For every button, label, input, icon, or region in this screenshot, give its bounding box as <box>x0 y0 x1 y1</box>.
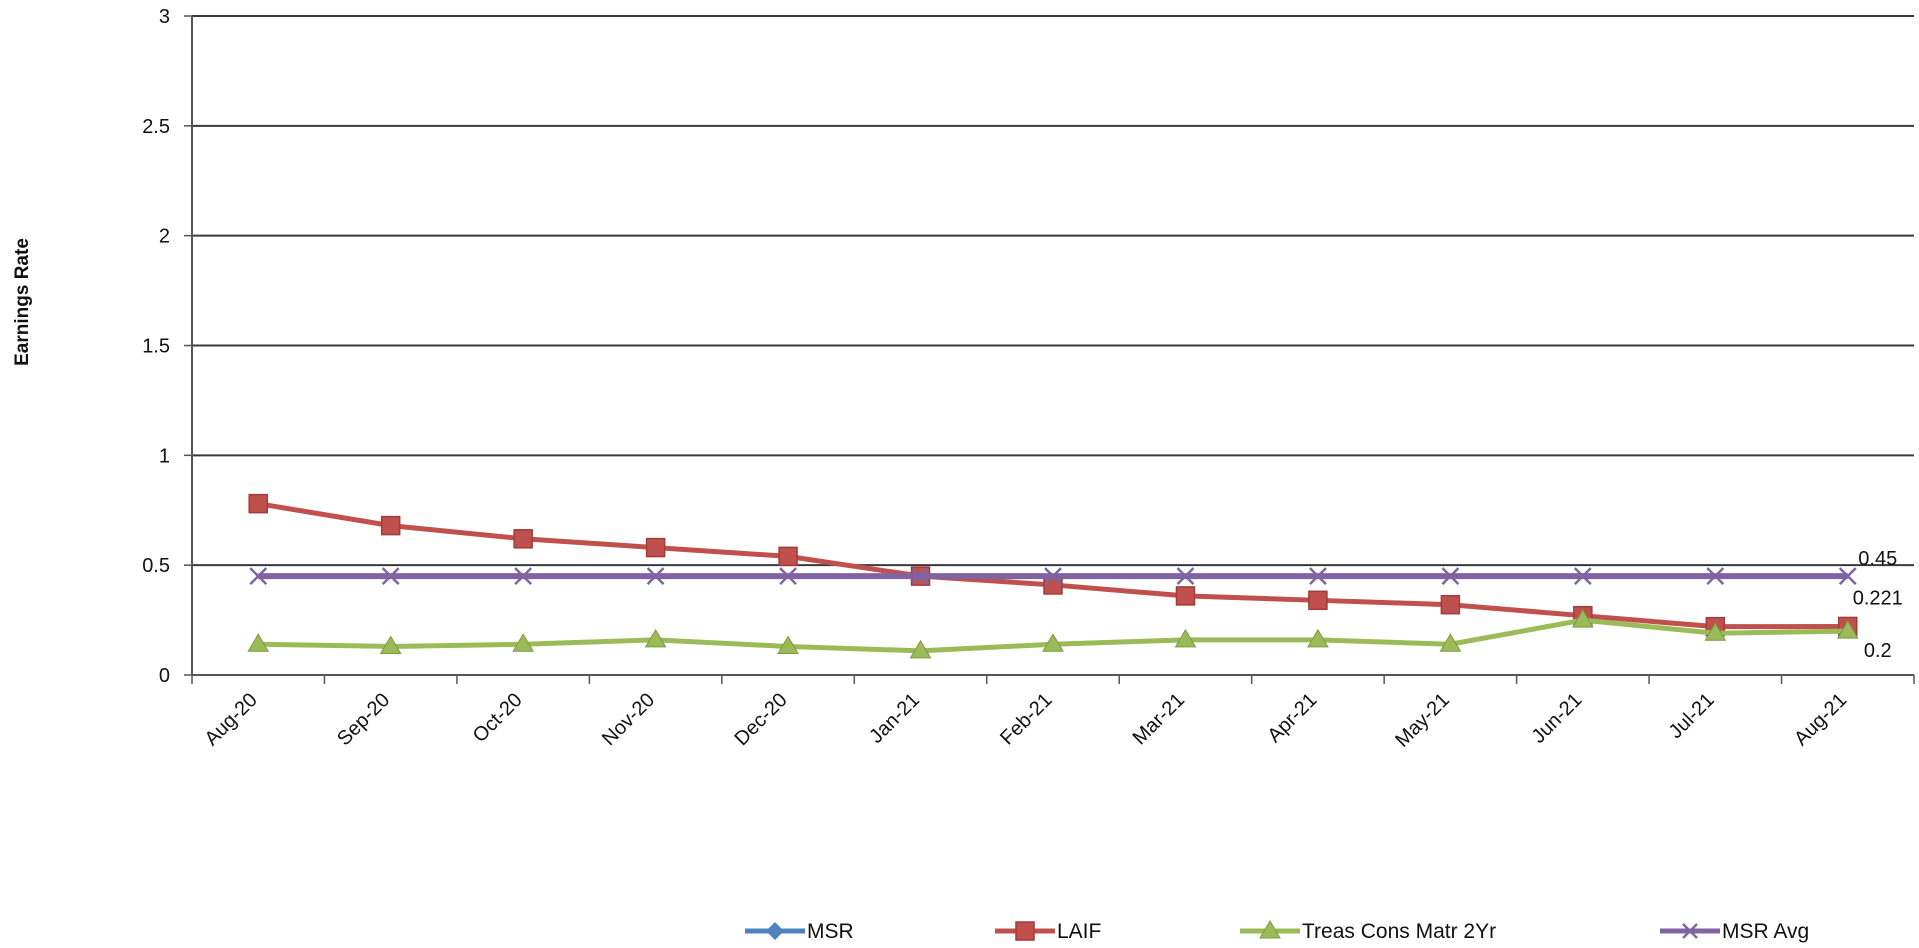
marker-stroke <box>1044 567 1062 586</box>
marker-stroke <box>1441 567 1460 586</box>
data-point-msr-avg <box>1441 567 1460 586</box>
data-point-msr-avg <box>779 567 797 586</box>
data-point-msr-avg <box>646 567 665 586</box>
legend-swatch-marker <box>1682 923 1698 939</box>
marker-stroke <box>779 567 797 586</box>
data-point-treas-cons-matr-2yr <box>1571 609 1594 628</box>
x-tick-label: Oct-20 <box>469 689 527 747</box>
data-point-treas-cons-matr-2yr <box>909 639 932 659</box>
series-treas-cons-matr-2yr <box>247 609 1859 659</box>
x-tick-label: Jan-21 <box>865 689 924 748</box>
legend-swatch-marker <box>1015 921 1035 941</box>
x-tick-label: Aug-20 <box>201 689 262 750</box>
x-tick-label: Dec-20 <box>730 689 791 750</box>
data-point-treas-cons-matr-2yr <box>1174 628 1197 648</box>
marker-stroke <box>1706 567 1725 586</box>
legend-label: MSR <box>807 920 854 943</box>
data-point-msr-avg <box>514 567 533 586</box>
gridlines <box>192 15 1914 567</box>
data-point-msr-avg <box>1176 567 1195 586</box>
data-point-msr-avg <box>1309 567 1327 586</box>
x-tick-label: Feb-21 <box>996 689 1056 749</box>
data-point-laif <box>513 529 533 549</box>
data-point-treas-cons-matr-2yr <box>1704 622 1727 641</box>
data-point-treas-cons-matr-2yr <box>644 628 667 648</box>
x-tick-label: Jun-21 <box>1528 689 1587 748</box>
marker-stroke <box>911 567 930 586</box>
y-axis-title: Earnings Rate <box>12 238 33 366</box>
y-tick-label: 1.5 <box>142 336 170 358</box>
legend-swatch-marker <box>1259 920 1281 939</box>
data-point-msr-avg <box>1573 567 1592 586</box>
legend-item-msr: MSR <box>745 920 854 943</box>
legend-item-treas-cons-matr-2yr: Treas Cons Matr 2Yr <box>1240 920 1496 943</box>
marker-stroke <box>1309 567 1327 586</box>
y-tick-label: 3 <box>159 6 170 28</box>
x-tick-label: Jul-21 <box>1665 689 1719 743</box>
x-tick-label: May-21 <box>1391 689 1454 752</box>
data-point-treas-cons-matr-2yr <box>247 633 270 652</box>
data-point-msr-avg <box>249 567 268 586</box>
x-tick-label: Sep-20 <box>333 689 394 750</box>
marker-stroke <box>646 567 665 586</box>
x-tick-label: Mar-21 <box>1129 689 1189 749</box>
y-tick-label: 2.5 <box>142 116 170 138</box>
data-point-laif <box>1440 594 1461 615</box>
data-label: 0.45 <box>1858 548 1897 570</box>
marker-stroke <box>381 567 400 586</box>
data-point-treas-cons-matr-2yr <box>777 635 799 654</box>
data-point-laif <box>778 546 798 567</box>
marker-stroke <box>1682 923 1698 939</box>
data-point-laif <box>380 515 401 536</box>
data-point-laif <box>248 493 268 514</box>
data-point-laif <box>645 537 666 558</box>
legend-item-laif: LAIF <box>995 920 1101 943</box>
marker-stroke <box>1573 567 1592 586</box>
data-point-msr-avg <box>911 567 930 586</box>
data-point-msr-avg <box>1044 567 1062 586</box>
marker-stroke <box>1176 567 1195 586</box>
axes: 0 0.5 1 1.5 2 2.5 3 Aug-20 Sep-20 Oct-20 Nov-20 Dec… <box>142 6 1915 752</box>
data-point-treas-cons-matr-2yr <box>1307 628 1329 648</box>
marker-stroke <box>249 567 268 586</box>
legend-item-msr-avg: MSR Avg <box>1660 920 1809 943</box>
data-point-laif <box>1308 590 1328 611</box>
data-point-treas-cons-matr-2yr <box>1439 633 1462 652</box>
data-labels: 0.45 0.221 0.2 <box>1853 548 1903 662</box>
y-tick-label: 0 <box>159 665 170 687</box>
data-point-treas-cons-matr-2yr <box>512 633 535 652</box>
series-msr-avg <box>249 567 1857 586</box>
legend-label: MSR Avg <box>1722 920 1809 943</box>
data-point-treas-cons-matr-2yr <box>379 635 402 654</box>
marker-stroke <box>514 567 533 586</box>
data-point-treas-cons-matr-2yr <box>1042 633 1064 652</box>
y-tick-label: 2 <box>159 226 170 248</box>
x-tick-label: Nov-20 <box>598 689 659 750</box>
y-tick-label: 1 <box>159 445 170 467</box>
series-group <box>247 493 1859 659</box>
data-point-msr-avg <box>1838 567 1857 586</box>
data-point-treas-cons-matr-2yr <box>1836 620 1859 639</box>
marker-stroke <box>1838 567 1857 586</box>
data-point-msr-avg <box>1706 567 1725 586</box>
legend-swatch-marker <box>766 922 784 940</box>
legend-label: LAIF <box>1057 920 1101 943</box>
x-tick-label: Aug-21 <box>1790 689 1851 750</box>
x-tick-label: Apr-21 <box>1263 689 1321 747</box>
data-label: 0.221 <box>1853 587 1903 609</box>
data-point-laif <box>1175 586 1196 606</box>
legend-label: Treas Cons Matr 2Yr <box>1302 920 1496 943</box>
legend: MSR LAIF Treas Cons Matr 2Yr MSR Avg <box>745 920 1809 943</box>
data-point-msr-avg <box>381 567 400 586</box>
data-label: 0.2 <box>1864 640 1892 662</box>
y-tick-label: 0.5 <box>142 555 170 577</box>
